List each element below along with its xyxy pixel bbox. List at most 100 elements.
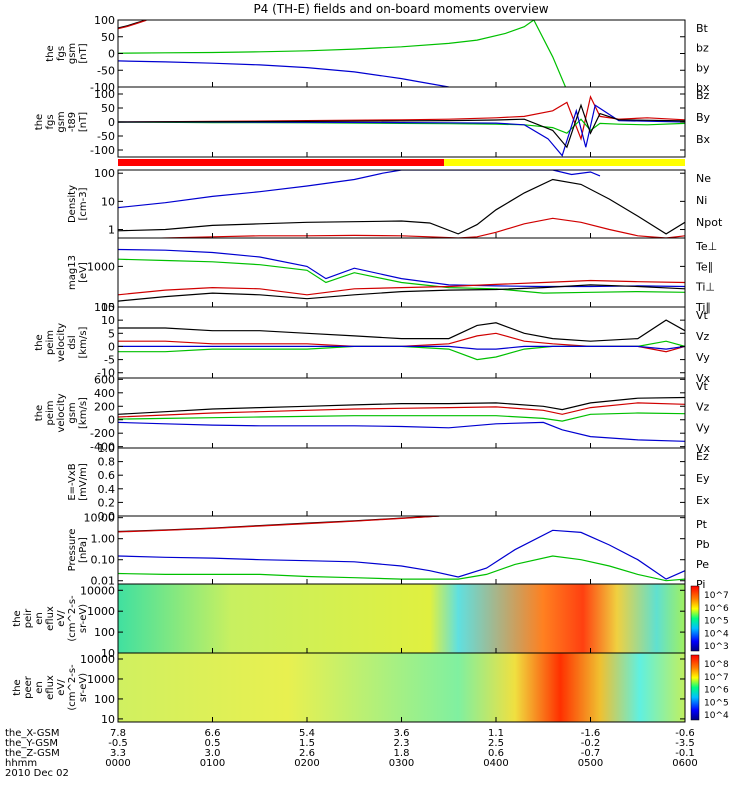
mode-bar-segment-1 bbox=[444, 159, 685, 166]
x-axis-value: 6.6 bbox=[205, 728, 221, 739]
y-axis-label: Density bbox=[67, 185, 78, 223]
x-axis-value: 0.6 bbox=[488, 748, 504, 759]
y-axis-label: peim bbox=[45, 400, 56, 425]
x-axis-value: -0.5 bbox=[108, 738, 128, 749]
series-line-by bbox=[118, 20, 567, 87]
y-axis-label: en bbox=[34, 612, 45, 625]
y-axis-label: eflux bbox=[45, 606, 56, 631]
y-axis-label: E=-VxB bbox=[67, 463, 78, 500]
colorbar bbox=[690, 585, 700, 652]
y-tick-label: 1.00 bbox=[91, 533, 116, 546]
x-axis-row-label: the_Y-GSM bbox=[5, 738, 58, 749]
x-axis-value: -0.7 bbox=[581, 748, 601, 759]
x-axis-value: 1.8 bbox=[394, 748, 410, 759]
legend-label-Vz: Vz bbox=[696, 330, 710, 343]
series-line-Bx bbox=[118, 104, 685, 157]
legend-label-Vx: Vx bbox=[696, 372, 711, 385]
y-axis-label: Pressure bbox=[67, 529, 78, 572]
colorbar-tick-label: 10^3 bbox=[704, 642, 729, 652]
series-line-Ti∥ bbox=[118, 258, 685, 294]
y-tick-label: 0 bbox=[108, 48, 115, 61]
y-axis-label: [cm-3] bbox=[78, 187, 89, 220]
y-tick-label: 10 bbox=[101, 713, 115, 726]
y-axis-label: gsm bbox=[67, 402, 78, 423]
y-axis-label: gsm bbox=[67, 43, 78, 64]
colorbar-tick-label: 10^6 bbox=[704, 686, 729, 696]
x-axis-value: 0000 bbox=[105, 758, 130, 769]
series-line-Pt bbox=[118, 516, 440, 533]
y-tick-label: -50 bbox=[97, 130, 115, 143]
legend-label-Bx: Bx bbox=[696, 133, 711, 146]
y-tick-label: 0.10 bbox=[91, 554, 116, 567]
y-axis-label: (cm^2-s- bbox=[67, 595, 78, 642]
y-axis-label: eV/ bbox=[56, 679, 67, 696]
legend-label-Vy: Vy bbox=[696, 421, 710, 434]
legend-label-Ne: Ne bbox=[696, 172, 711, 185]
y-tick-label: 1000 bbox=[87, 605, 115, 618]
y-axis-label: velocity bbox=[56, 393, 67, 432]
legend-label-Ti∥: Ti∥ bbox=[695, 301, 711, 314]
y-axis-label: fgs bbox=[45, 114, 56, 129]
series-line-Te∥ bbox=[118, 284, 685, 302]
x-axis-value: 2.5 bbox=[488, 738, 504, 749]
x-axis-value: 7.8 bbox=[110, 728, 126, 739]
y-axis-label: eV/ bbox=[56, 610, 67, 627]
legend-label-Pt: Pt bbox=[696, 518, 708, 531]
x-axis-value: 1.1 bbox=[488, 728, 504, 739]
y-tick-label: 0 bbox=[108, 340, 115, 353]
y-axis-label: the bbox=[45, 45, 56, 61]
y-axis-label: [eV] bbox=[78, 262, 89, 283]
y-axis-label: gsm bbox=[56, 111, 67, 132]
y-axis-label: the bbox=[34, 334, 45, 350]
y-tick-label: 10.00 bbox=[84, 512, 116, 525]
series-line-Bz bbox=[118, 94, 685, 141]
x-axis-value: 0600 bbox=[672, 758, 697, 769]
y-axis-label: [km/s] bbox=[78, 326, 89, 358]
legend-label-Pe: Pe bbox=[696, 558, 709, 571]
panel-frame bbox=[117, 515, 686, 585]
series-line-Vy bbox=[118, 340, 685, 361]
x-axis-value: 0500 bbox=[578, 758, 603, 769]
series-line-Pi bbox=[118, 529, 685, 580]
y-tick-label: 200 bbox=[94, 400, 115, 413]
series-line-Vt bbox=[118, 319, 685, 342]
x-axis-value: -0.1 bbox=[675, 748, 695, 759]
y-axis-label: eflux bbox=[45, 675, 56, 700]
chart-title: P4 (TH-E) fields and on-board moments ov… bbox=[253, 2, 548, 16]
spectrogram-fill bbox=[118, 584, 685, 653]
legend-label-Vt: Vt bbox=[696, 309, 709, 322]
series-line-Pe bbox=[118, 555, 685, 582]
legend-label-Te⊥: Te⊥ bbox=[695, 240, 717, 253]
panel-frame bbox=[117, 19, 686, 88]
y-tick-label: 15 bbox=[101, 301, 115, 314]
y-axis-label: [nPa] bbox=[78, 537, 89, 563]
x-axis-value: -0.2 bbox=[581, 738, 601, 749]
colorbar-tick-label: 10^7 bbox=[704, 591, 729, 601]
y-tick-label: 0 bbox=[108, 116, 115, 129]
colorbar bbox=[690, 654, 700, 721]
y-axis-label: fgs bbox=[56, 46, 67, 61]
y-tick-label: -400 bbox=[90, 441, 115, 454]
y-tick-label: 50 bbox=[101, 31, 115, 44]
x-axis-value: 0300 bbox=[389, 758, 414, 769]
series-line-Vx bbox=[118, 421, 685, 442]
series-line-Vz bbox=[118, 332, 685, 353]
y-axis-label: peer bbox=[23, 675, 34, 699]
panel-4: 1000 100 mag13 [eV] Te⊥ Te∥ Ti⊥ Ti∥ bbox=[67, 237, 717, 314]
y-tick-label: -10 bbox=[97, 367, 115, 380]
y-tick-label: 600 bbox=[94, 373, 115, 386]
legend-label-Ni: Ni bbox=[696, 194, 707, 207]
y-axis-label: [mV/m] bbox=[78, 463, 89, 501]
legend-label-Vy: Vy bbox=[696, 351, 710, 364]
series-line-Vx bbox=[118, 345, 685, 350]
y-tick-label: 0.8 bbox=[98, 456, 116, 469]
spectrogram bbox=[118, 653, 685, 722]
y-tick-label: 10000 bbox=[80, 584, 115, 597]
x-axis-value: 3.0 bbox=[205, 748, 221, 759]
series-line-Ne bbox=[143, 217, 685, 238]
y-tick-label: 0.4 bbox=[98, 483, 116, 496]
colorbar-tick-label: 10^4 bbox=[704, 711, 729, 721]
y-axis-label: the bbox=[34, 114, 45, 130]
